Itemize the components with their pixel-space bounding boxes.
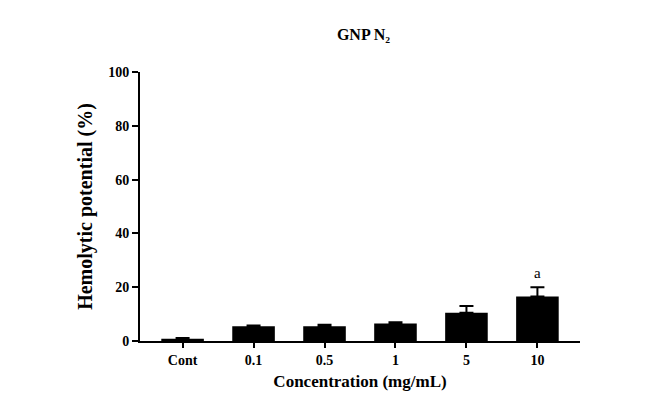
svg-text:100: 100 <box>108 65 129 80</box>
svg-text:1: 1 <box>392 353 399 368</box>
svg-text:GNP N₂: GNP N₂ <box>337 26 390 43</box>
svg-text:10: 10 <box>530 353 544 368</box>
svg-text:60: 60 <box>115 173 129 188</box>
svg-text:Hemolytic potential (%): Hemolytic potential (%) <box>74 103 97 310</box>
svg-text:0.5: 0.5 <box>316 353 334 368</box>
svg-text:80: 80 <box>115 119 129 134</box>
svg-text:a: a <box>534 265 541 281</box>
svg-text:Cont: Cont <box>168 353 198 368</box>
svg-text:5: 5 <box>463 353 470 368</box>
svg-text:40: 40 <box>115 226 129 241</box>
svg-text:20: 20 <box>115 280 129 295</box>
svg-text:0: 0 <box>122 334 129 349</box>
svg-text:Concentration (mg/mL): Concentration (mg/mL) <box>273 372 446 391</box>
svg-text:0.1: 0.1 <box>245 353 262 368</box>
